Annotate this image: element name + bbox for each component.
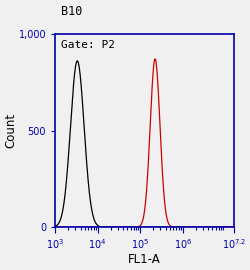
- Text: Gate: P2: Gate: P2: [60, 40, 114, 50]
- X-axis label: FL1-A: FL1-A: [128, 253, 161, 266]
- Text: B10: B10: [60, 5, 82, 18]
- Y-axis label: Count: Count: [4, 113, 17, 148]
